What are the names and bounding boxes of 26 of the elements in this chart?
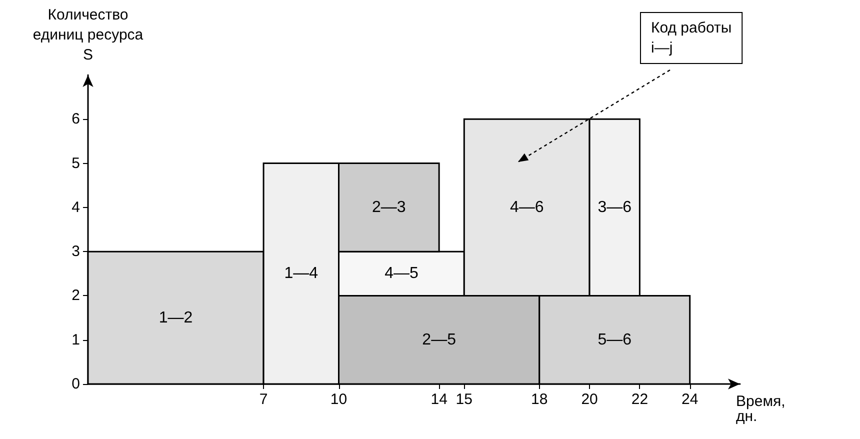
series-label: 2—5 bbox=[422, 331, 456, 348]
series-label: 2—3 bbox=[372, 198, 406, 216]
y-tick-label: 2 bbox=[72, 287, 80, 304]
y-tick-label: 4 bbox=[72, 198, 80, 216]
x-tick-label: 22 bbox=[631, 391, 648, 408]
x-tick-label: 15 bbox=[456, 391, 472, 408]
x-axis-title: Время, дн. bbox=[736, 393, 786, 425]
series-label: 5—6 bbox=[598, 331, 632, 348]
y-axis-title: Количество единиц ресурса S bbox=[32, 6, 144, 64]
text: Код работы i—j bbox=[651, 20, 732, 56]
series-label: 1—2 bbox=[158, 309, 193, 326]
x-tick-label: 18 bbox=[531, 391, 548, 408]
y-tick-label: 0 bbox=[72, 376, 80, 392]
y-tick-label: 1 bbox=[72, 331, 80, 348]
x-tick-label: 10 bbox=[330, 391, 348, 408]
x-tick-label: 7 bbox=[259, 391, 268, 408]
series-label: 1—4 bbox=[284, 265, 318, 282]
series-label: 4—5 bbox=[384, 265, 418, 282]
series-label: 4—6 bbox=[510, 198, 544, 216]
x-tick-label: 24 bbox=[682, 391, 698, 408]
y-tick-label: 5 bbox=[72, 154, 80, 172]
x-tick-label: 20 bbox=[581, 391, 598, 408]
y-tick-label: 3 bbox=[72, 243, 80, 260]
series-label: 3—6 bbox=[598, 198, 632, 216]
x-tick-label: 14 bbox=[430, 391, 448, 408]
y-tick-label: 6 bbox=[72, 110, 80, 128]
